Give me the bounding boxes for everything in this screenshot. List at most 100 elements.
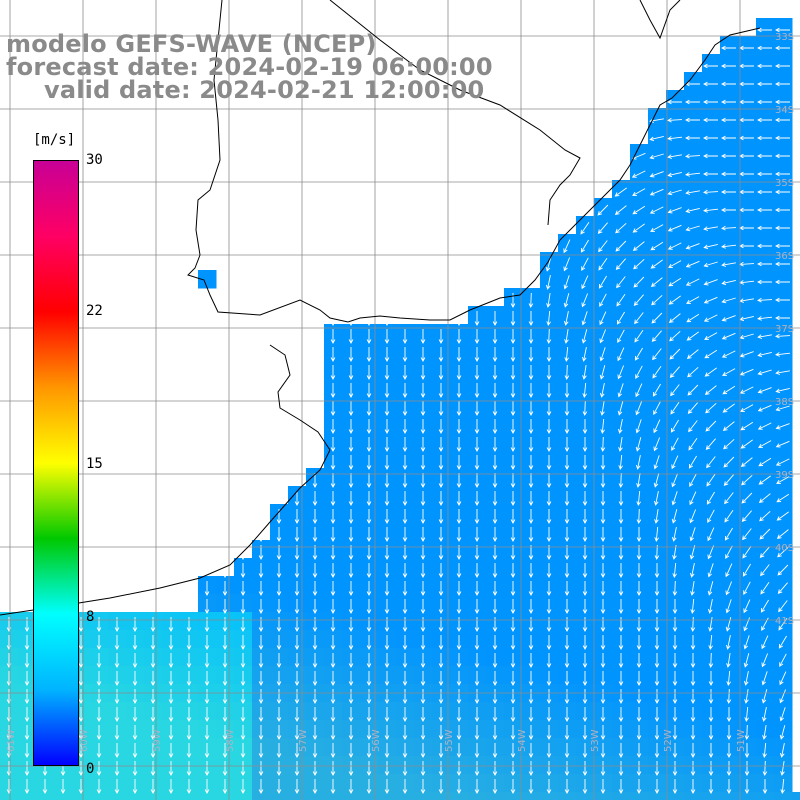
wind-speed-cell — [702, 54, 721, 73]
wind-speed-cell — [774, 288, 793, 307]
wind-arrow — [384, 653, 390, 668]
wind-speed-cell — [558, 288, 577, 307]
wind-arrow — [721, 350, 736, 358]
wind-speed-cell — [756, 594, 775, 613]
wind-arrow — [114, 635, 120, 650]
lat-label: 33S — [775, 32, 794, 43]
wind-arrow — [667, 242, 682, 250]
wind-speed-cell — [18, 792, 37, 800]
wind-arrow — [348, 311, 354, 326]
wind-arrow — [294, 617, 300, 632]
wind-speed-cell — [756, 432, 775, 451]
wind-arrow — [456, 383, 462, 398]
wind-arrow — [564, 671, 570, 686]
wind-arrow — [294, 635, 300, 650]
wind-arrow — [632, 188, 646, 196]
wind-arrow — [744, 689, 749, 704]
wind-arrow — [722, 368, 736, 376]
wind-arrow — [204, 779, 210, 794]
wind-arrow — [312, 653, 318, 668]
wind-arrow — [725, 545, 733, 560]
wind-arrow — [667, 117, 683, 123]
wind-arrow — [618, 671, 624, 686]
wind-speed-cell — [612, 792, 631, 800]
wind-arrow — [348, 599, 354, 614]
wind-arrow — [420, 671, 426, 686]
wind-arrow — [545, 257, 552, 272]
wind-arrow — [725, 599, 732, 614]
wind-arrow — [636, 743, 642, 758]
wind-arrow — [492, 671, 498, 686]
wind-arrow — [312, 473, 318, 488]
wind-speed-cell — [378, 792, 397, 800]
wind-arrow — [348, 437, 354, 452]
wind-speed-cell — [648, 180, 667, 199]
wind-speed-cell — [684, 90, 703, 109]
wind-speed-cell — [252, 792, 271, 800]
wind-arrow — [600, 761, 606, 776]
wind-arrow — [330, 761, 336, 776]
wind-speed-cell — [72, 792, 91, 800]
lat-label: 37S — [775, 324, 794, 335]
wind-speed-cell — [684, 540, 703, 559]
wind-arrow — [438, 581, 444, 596]
wind-arrow — [366, 329, 372, 344]
wind-arrow — [366, 365, 372, 380]
wind-speed-cell — [648, 270, 667, 289]
wind-arrow — [294, 743, 300, 758]
wind-arrow — [775, 297, 790, 303]
lon-label: 55W — [444, 729, 455, 752]
wind-speed-cell — [774, 234, 793, 253]
wind-arrow — [672, 635, 678, 650]
wind-arrow — [150, 761, 156, 776]
wind-speed-cell — [684, 72, 703, 91]
wind-arrow — [685, 260, 700, 268]
wind-speed-cell — [612, 270, 631, 289]
wind-speed-cell — [702, 162, 721, 181]
wind-arrow — [492, 365, 498, 380]
wind-arrow — [186, 725, 192, 740]
wind-speed-cell — [738, 198, 757, 217]
wind-arrow — [168, 689, 174, 704]
wind-arrow — [366, 635, 372, 650]
wind-arrow — [708, 652, 714, 668]
wind-speed-cell — [666, 108, 685, 127]
wind-speed-cell — [612, 396, 631, 415]
wind-arrow — [510, 293, 516, 308]
wind-arrow — [564, 509, 570, 524]
wind-arrow — [757, 297, 773, 303]
wind-speed-cell — [612, 198, 631, 217]
wind-speed-cell — [612, 378, 631, 397]
wind-arrow — [312, 743, 318, 758]
wind-arrow — [384, 509, 390, 524]
wind-arrow — [649, 188, 664, 196]
wind-speed-cell — [774, 198, 793, 217]
wind-arrow — [168, 635, 174, 650]
wind-arrow — [366, 653, 372, 668]
lat-label: 38S — [775, 397, 794, 408]
wind-speed-cell — [702, 360, 721, 379]
wind-arrow — [726, 743, 732, 758]
wind-speed-cell — [738, 432, 757, 451]
wind-arrow — [686, 313, 700, 323]
wind-arrow — [582, 365, 587, 380]
colorbar-tick-15: 15 — [86, 456, 103, 472]
wind-arrow — [366, 779, 372, 794]
wind-speed-cell — [756, 126, 775, 145]
wind-arrow — [757, 189, 772, 195]
wind-arrow — [240, 617, 246, 632]
wind-arrow — [721, 332, 736, 340]
wind-arrow — [600, 563, 606, 578]
wind-arrow — [563, 311, 569, 326]
wind-arrow — [581, 275, 589, 290]
wind-arrow — [618, 563, 624, 578]
wind-arrow — [780, 761, 785, 776]
wind-arrow — [492, 617, 498, 632]
wind-arrow — [564, 419, 570, 434]
wind-arrow — [366, 761, 372, 776]
wind-arrow — [294, 527, 300, 542]
wind-arrow — [420, 599, 426, 614]
wind-arrow — [366, 419, 372, 434]
wind-arrow — [294, 689, 300, 704]
wind-speed-cell — [774, 342, 793, 361]
